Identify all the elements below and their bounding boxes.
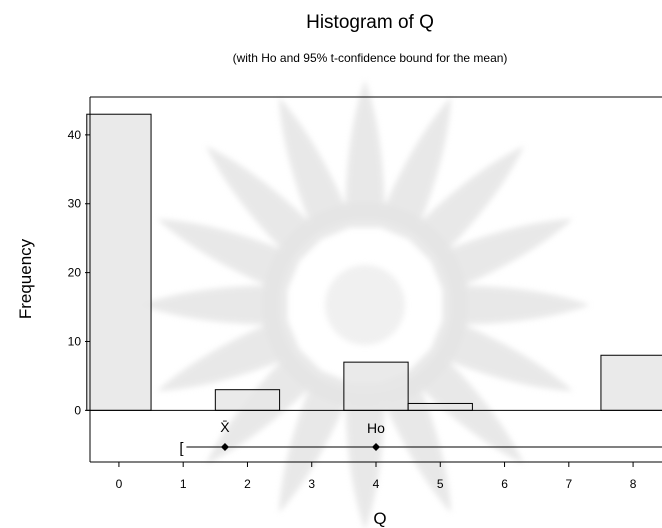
x-tick-label: 7 <box>565 477 572 491</box>
watermark-petal <box>157 316 301 392</box>
watermark-petal <box>376 97 452 241</box>
watermark-petal <box>429 218 573 294</box>
watermark-image <box>140 80 590 528</box>
y-axis-label: Frequency <box>16 238 35 319</box>
mean-marker <box>220 443 229 451</box>
watermark-petal <box>442 285 590 325</box>
bars <box>86 113 662 411</box>
x-axis-label: Q <box>373 509 386 528</box>
chart-subtitle: (with Ho and 95% t-confidence bound for … <box>233 51 508 65</box>
chart-title: Histogram of Q <box>306 12 434 33</box>
y-axis: 0 10 20 30 40 <box>68 128 90 417</box>
watermark-petal <box>140 285 288 325</box>
y-tick-label: 10 <box>68 334 82 348</box>
y-tick-label: 0 <box>74 403 81 417</box>
ho-marker <box>372 443 380 451</box>
histogram-bar <box>343 361 409 411</box>
histogram-bar <box>407 402 473 411</box>
ho-label: Ho <box>367 420 385 436</box>
watermark-center <box>325 265 405 345</box>
watermark-petal <box>278 97 354 241</box>
x-tick-label: 8 <box>630 477 637 491</box>
watermark-petal <box>157 218 301 294</box>
x-tick-label: 6 <box>501 477 508 491</box>
confidence-interval: [ X̄ Ho <box>179 419 662 457</box>
ci-lower-bracket: [ <box>179 440 184 457</box>
y-tick-label: 40 <box>68 128 82 142</box>
x-tick-label: 4 <box>373 477 380 491</box>
histogram-bar <box>214 389 281 411</box>
histogram-bar <box>600 354 662 411</box>
watermark-petal <box>345 80 385 228</box>
watermark-petal <box>345 382 385 528</box>
mean-label: X̄ <box>220 419 230 435</box>
x-tick-label: 1 <box>180 477 187 491</box>
x-tick-label: 0 <box>116 477 123 491</box>
x-axis: 0 1 2 3 4 5 6 7 8 <box>116 462 637 491</box>
watermark-petal <box>278 369 354 513</box>
y-tick-label: 20 <box>68 266 82 280</box>
x-tick-label: 5 <box>437 477 444 491</box>
watermark-petal <box>429 316 573 392</box>
y-tick-label: 30 <box>68 197 82 211</box>
x-tick-label: 2 <box>244 477 251 491</box>
x-tick-label: 3 <box>308 477 315 491</box>
histogram-bar <box>86 113 152 411</box>
